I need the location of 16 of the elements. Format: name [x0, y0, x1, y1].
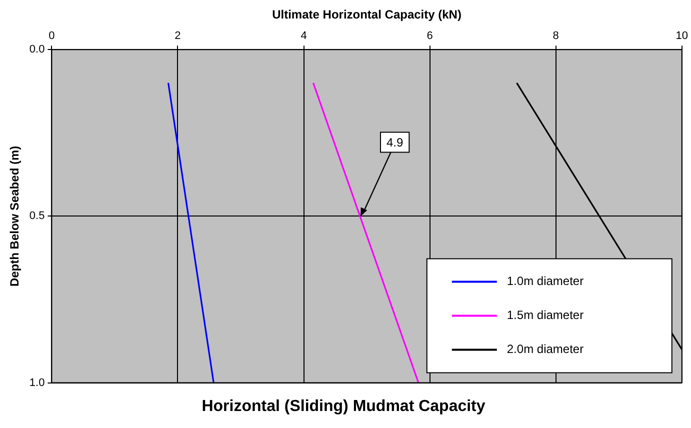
- legend-label: 2.0m diameter: [506, 342, 584, 356]
- y-tick-label: 0.0: [29, 44, 45, 56]
- annotation: 4.9: [386, 136, 404, 150]
- x-tick-label: 0: [48, 30, 55, 42]
- x-tick-label: 10: [676, 30, 688, 42]
- x-tick-label: 8: [552, 30, 559, 42]
- x-tick-label: 4: [300, 30, 307, 42]
- y-tick-label: 0.5: [29, 210, 45, 222]
- legend-label: 1.5m diameter: [506, 308, 584, 322]
- x-tick-label: 6: [426, 30, 433, 42]
- text: Horizontal (Sliding) Mudmat Capacity: [202, 398, 486, 415]
- x-axis-title: Ultimate Horizontal Capacity (kN): [272, 8, 462, 22]
- legend-label: 1.0m diameter: [506, 274, 584, 288]
- y-tick-label: 1.0: [29, 376, 45, 389]
- x-tick-label: 2: [174, 30, 181, 42]
- y-axis-title: Depth Below Seabed (m): [8, 146, 22, 287]
